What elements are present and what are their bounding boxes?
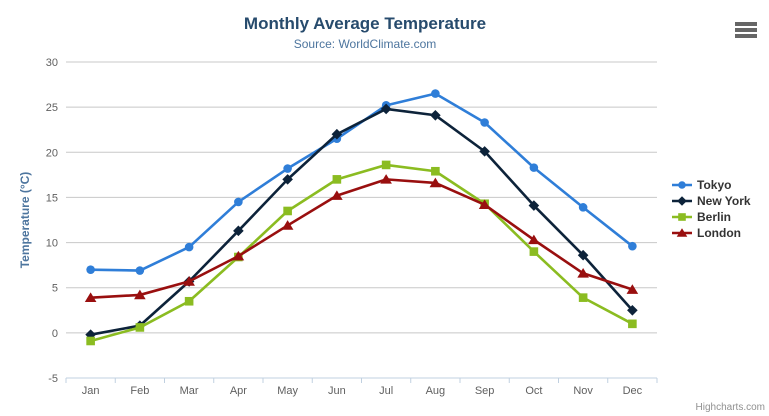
triangle-data-point-marker[interactable] (478, 199, 491, 209)
circle-data-point-marker[interactable] (86, 265, 95, 274)
series-tokyo[interactable] (86, 89, 637, 275)
triangle-data-point-marker[interactable] (84, 292, 97, 302)
triangle-data-point-marker[interactable] (380, 174, 392, 184)
diamond-data-point-marker[interactable] (627, 304, 638, 316)
legend-item-tokyo[interactable]: Tokyo (671, 177, 751, 193)
x-tick-label: Nov (573, 385, 593, 397)
square-data-point-marker[interactable] (184, 296, 194, 306)
legend-item-london[interactable]: London (671, 225, 751, 241)
square-data-point-marker[interactable] (135, 323, 145, 332)
diamond-data-point-marker[interactable] (233, 225, 244, 237)
credits-link[interactable]: Highcharts.com (695, 402, 765, 413)
square-data-point-marker[interactable] (628, 319, 637, 329)
x-tick-label: Mar (180, 385, 199, 397)
legend-marker-circle-icon (672, 181, 692, 189)
x-tick-label: Aug (426, 385, 446, 397)
legend-label: Berlin (697, 210, 732, 224)
series-new-york[interactable] (85, 103, 638, 340)
x-tick-label: Oct (525, 385, 542, 397)
triangle-data-point-marker[interactable] (331, 190, 343, 200)
chart-subtitle: Source: WorldClimate.com (293, 37, 437, 51)
diamond-data-point-marker[interactable] (282, 174, 293, 185)
legend-item-berlin[interactable]: Berlin (671, 209, 751, 225)
y-tick-label: 10 (46, 238, 58, 250)
circle-data-point-marker[interactable] (529, 163, 539, 172)
triangle-data-point-marker[interactable] (232, 250, 245, 261)
diamond-data-point-marker[interactable] (528, 200, 540, 211)
triangle-data-point-marker[interactable] (429, 177, 442, 188)
y-tick-label: 30 (46, 57, 58, 69)
triangle-data-point-marker[interactable] (281, 220, 294, 230)
square-data-point-marker[interactable] (332, 175, 342, 184)
square-data-point-marker[interactable] (381, 160, 391, 170)
hamburger-menu-icon (735, 22, 757, 26)
legend-label: London (697, 226, 741, 240)
y-axis-title: Temperature (°C) (18, 171, 32, 269)
square-data-point-marker[interactable] (283, 206, 292, 216)
legend: Tokyo New York Berlin London (671, 177, 751, 241)
y-tick-label: 25 (46, 102, 58, 114)
diamond-data-point-marker[interactable] (430, 109, 441, 121)
x-tick-label: May (277, 385, 298, 397)
series-line[interactable] (89, 107, 634, 336)
circle-data-point-marker[interactable] (135, 266, 145, 275)
triangle-data-point-marker[interactable] (134, 289, 146, 300)
square-data-point-marker[interactable] (529, 247, 539, 256)
diamond-data-point-marker[interactable] (380, 103, 392, 115)
circle-data-point-marker[interactable] (234, 197, 243, 207)
y-tick-label: 0 (52, 328, 58, 340)
legend-label: Tokyo (697, 178, 732, 192)
triangle-data-point-marker[interactable] (577, 267, 589, 278)
x-tick-label: Apr (230, 385, 247, 397)
y-tick-label: -5 (48, 373, 58, 385)
legend-label: New York (697, 194, 751, 208)
legend-marker-triangle-icon (672, 228, 692, 237)
triangle-data-point-marker[interactable] (676, 228, 688, 237)
chart-title: Monthly Average Temperature (243, 14, 487, 33)
circle-data-point-marker[interactable] (578, 203, 588, 212)
series-line[interactable] (89, 163, 634, 343)
diamond-data-point-marker[interactable] (479, 146, 490, 157)
y-tick-label: 5 (52, 283, 58, 295)
circle-data-point-marker[interactable] (283, 164, 292, 173)
hamburger-menu-icon (735, 34, 757, 38)
circle-data-point-marker[interactable] (184, 242, 194, 252)
y-tick-label: 20 (46, 147, 58, 159)
triangle-data-point-marker[interactable] (183, 276, 195, 286)
diamond-data-point-marker[interactable] (677, 196, 687, 206)
diamond-data-point-marker[interactable] (331, 128, 343, 140)
export-menu-button[interactable] (734, 20, 758, 40)
triangle-data-point-marker[interactable] (528, 234, 540, 245)
square-data-point-marker[interactable] (431, 166, 440, 176)
circle-data-point-marker[interactable] (480, 118, 489, 127)
series-london[interactable] (84, 174, 639, 302)
x-tick-label: Jun (328, 385, 346, 397)
series-line[interactable] (89, 178, 634, 299)
diamond-data-point-marker[interactable] (577, 249, 589, 261)
square-data-point-marker[interactable] (678, 213, 686, 221)
hamburger-menu-icon (735, 28, 757, 32)
triangle-data-point-marker[interactable] (626, 284, 639, 294)
legend-marker-square-icon (672, 213, 692, 221)
y-tick-label: 15 (46, 192, 58, 204)
circle-data-point-marker[interactable] (678, 181, 686, 189)
x-tick-label: Feb (130, 385, 149, 397)
square-data-point-marker[interactable] (86, 336, 95, 346)
legend-item-new-york[interactable]: New York (671, 193, 751, 209)
circle-data-point-marker[interactable] (431, 89, 440, 98)
circle-data-point-marker[interactable] (628, 241, 637, 251)
x-tick-label: Jul (379, 385, 393, 397)
legend-marker-diamond-icon (672, 196, 692, 206)
square-data-point-marker[interactable] (578, 293, 588, 302)
x-tick-label: Jan (82, 385, 100, 397)
x-tick-label: Dec (623, 385, 643, 397)
x-tick-label: Sep (475, 385, 495, 397)
